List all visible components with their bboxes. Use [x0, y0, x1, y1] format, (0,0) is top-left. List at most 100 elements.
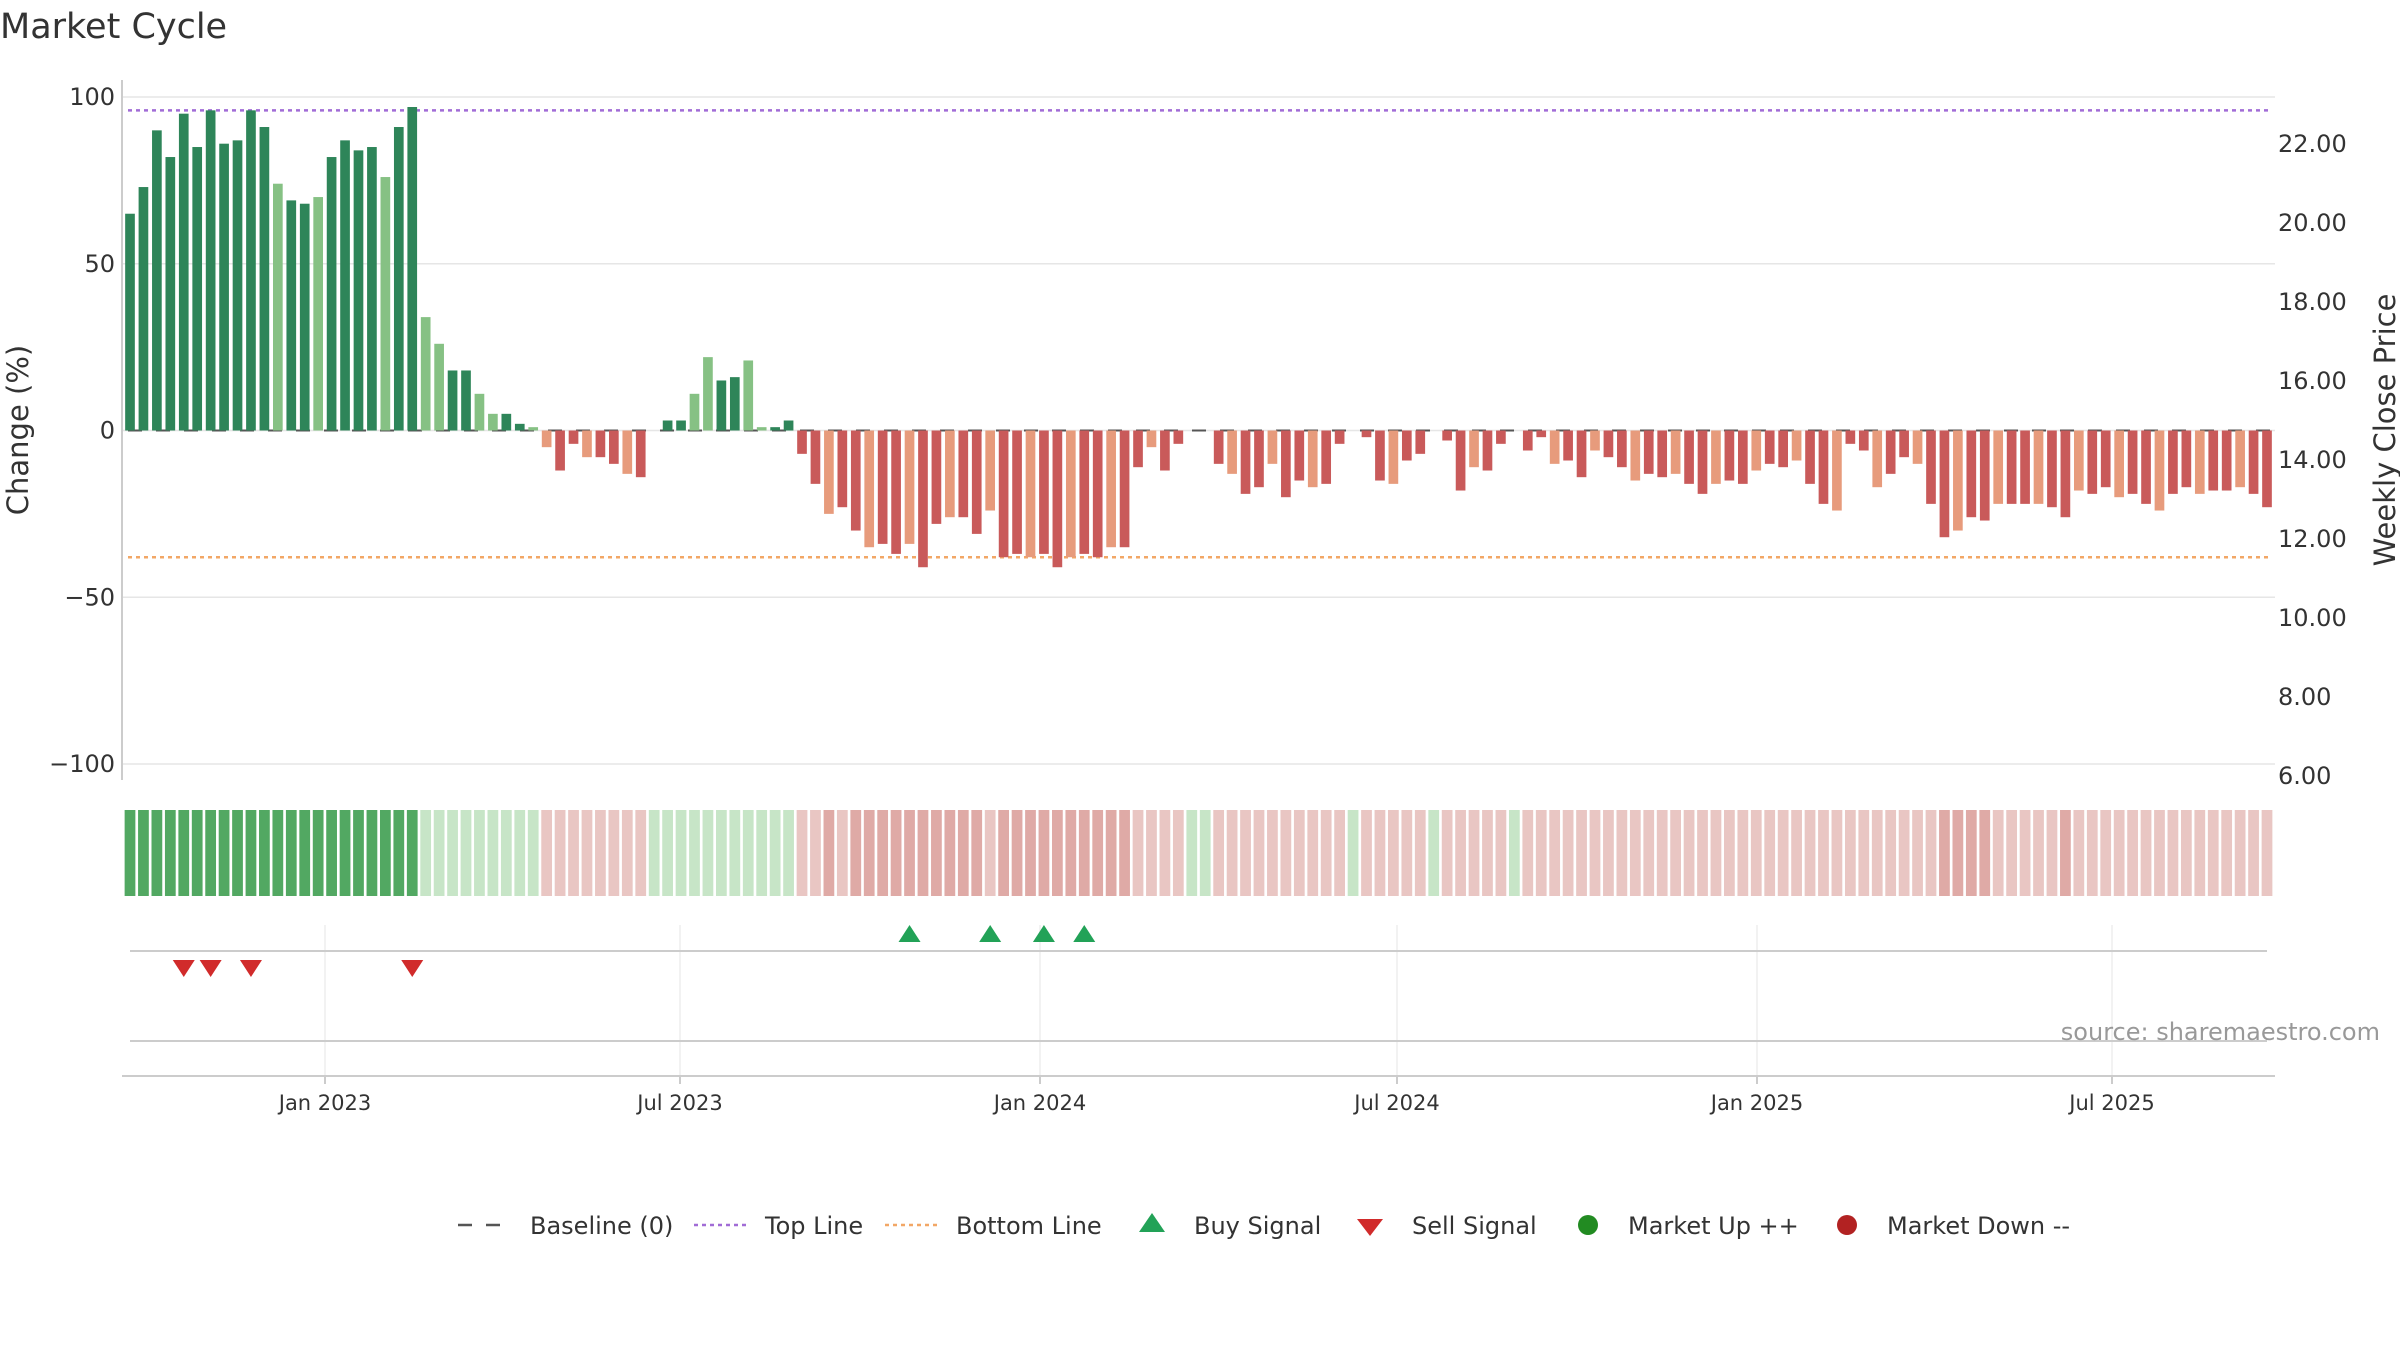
bar: [945, 430, 955, 518]
cycle-band-cell: [1844, 810, 1856, 896]
cycle-band-cell: [1831, 810, 1843, 896]
cycle-band-cell: [1428, 810, 1440, 896]
bar: [259, 127, 270, 431]
cycle-band-cell: [2046, 810, 2058, 896]
bar: [2221, 430, 2232, 491]
cycle-band-cell: [1213, 810, 1225, 896]
bar: [1039, 430, 1049, 554]
bar: [891, 430, 901, 554]
buy-signal-marker: [979, 925, 1002, 942]
bar: [501, 413, 512, 431]
y-tick-label: −50: [64, 583, 115, 611]
y-tick-label: 100: [69, 83, 115, 111]
cycle-band-cell: [836, 810, 848, 896]
y2-tick-label: 22.00: [2278, 130, 2347, 158]
bar: [1751, 430, 1762, 471]
y2-tick-label: 10.00: [2278, 604, 2347, 632]
cycle-band-cell: [1898, 810, 1910, 896]
bar: [2020, 430, 2030, 504]
bar: [1617, 430, 1627, 468]
cycle-band-cell: [2248, 810, 2259, 896]
cycle-band-cell: [379, 810, 391, 896]
bar: [662, 420, 673, 431]
cycle-band-cell: [850, 810, 862, 896]
bar: [1361, 430, 1372, 438]
bar: [1953, 430, 1963, 531]
bar: [1737, 430, 1748, 484]
cycle-band-cell: [1724, 810, 1735, 896]
cycle-band-cell: [1656, 810, 1668, 896]
cycle-band-cell: [1992, 810, 2004, 896]
bar: [178, 113, 189, 431]
bar: [985, 430, 996, 511]
bar: [313, 197, 324, 431]
cycle-band-cell: [877, 810, 889, 896]
cycle-band-cell: [729, 810, 741, 896]
bar: [2087, 430, 2098, 494]
bar: [2168, 430, 2178, 494]
bar: [2073, 430, 2084, 491]
bar: [447, 370, 458, 431]
bar: [595, 430, 606, 458]
cycle-band-cell: [1052, 810, 1063, 896]
cycle-band-cell: [595, 810, 606, 896]
bar: [1805, 430, 1815, 484]
cycle-band-cell: [1320, 810, 1332, 896]
bar: [1657, 430, 1668, 478]
cycle-band-cell: [2140, 810, 2152, 896]
bar: [2235, 430, 2245, 488]
cycle-band-cell: [1078, 810, 1090, 896]
cycle-band-cell: [514, 810, 526, 896]
x-tick-label: Jul 2025: [2067, 1091, 2154, 1115]
bar: [2033, 430, 2044, 504]
bar: [393, 127, 404, 431]
cycle-band-cell: [527, 810, 539, 896]
y2-tick-label: 6.00: [2278, 762, 2331, 790]
cycle-band-cell: [810, 810, 821, 896]
cycle-band-cell: [635, 810, 647, 896]
bar: [756, 427, 767, 431]
bar: [1899, 430, 1909, 458]
bar: [1160, 430, 1170, 471]
cycle-band-cell: [1697, 810, 1708, 896]
cycle-band-cell: [433, 810, 445, 896]
cycle-band-cell: [1025, 810, 1036, 896]
bar: [2006, 430, 2017, 504]
bar: [1496, 430, 1506, 444]
cycle-band-cell: [1750, 810, 1762, 896]
x-tick-label: Jan 2023: [277, 1091, 372, 1115]
cycle-band-cell: [2207, 810, 2219, 896]
bar: [1818, 430, 1829, 504]
bar: [1832, 430, 1842, 511]
bar: [1401, 430, 1412, 461]
cycle-band-cell: [500, 810, 512, 896]
cycle-band-cell: [205, 810, 217, 896]
bar: [326, 157, 337, 431]
legend: Baseline (0) Top Line Bottom Line Buy Signa…: [458, 1212, 2070, 1240]
bar: [1065, 430, 1076, 558]
cycle-band-cell: [783, 810, 794, 896]
cycle-band-cell: [447, 810, 458, 896]
x-tick-label: Jan 2024: [992, 1091, 1087, 1115]
y2-axis-title: Weekly Close Price: [2368, 294, 2400, 567]
bar: [729, 377, 740, 431]
cycle-band-cell: [2167, 810, 2179, 896]
cycle-band-cell: [662, 810, 673, 896]
cycle-band-cell: [957, 810, 969, 896]
bar: [837, 430, 848, 508]
cycle-band-cell: [339, 810, 351, 896]
cycle-band-cell: [2180, 810, 2192, 896]
cycle-band-cell: [1952, 810, 1964, 896]
bar: [1321, 430, 1332, 484]
bar: [1926, 430, 1936, 504]
cycle-band-cell: [1361, 810, 1372, 896]
sell-signal-marker: [401, 960, 424, 977]
bar: [1536, 430, 1547, 438]
bar: [138, 187, 149, 431]
cycle-band-cell: [1683, 810, 1695, 896]
cycle-band-cell: [917, 810, 929, 896]
cycle-band-cell: [742, 810, 754, 896]
cycle-band-cell: [769, 810, 781, 896]
cycle-band-cell: [1616, 810, 1628, 896]
cycle-band-cell: [1105, 810, 1117, 896]
